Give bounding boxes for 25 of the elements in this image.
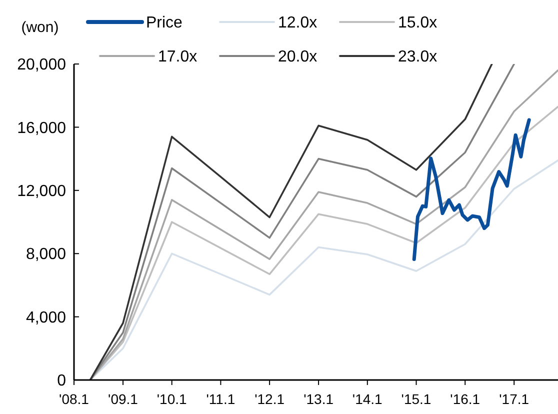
legend-label: 17.0x (158, 48, 198, 66)
line-series (412, 118, 531, 262)
x-tick-label: '13.1 (304, 391, 334, 407)
y-axis-title: (won) (21, 19, 59, 36)
x-tick-label: '14.1 (352, 391, 383, 407)
x-tick-label: '17.1 (499, 391, 530, 407)
x-tick-label: '16.1 (450, 391, 480, 407)
legend-label: 12.0x (278, 14, 318, 32)
y-tick-label: 12,000 (17, 183, 66, 200)
x-tick-label: '08.1 (59, 391, 90, 407)
y-tick-label: 16,000 (17, 120, 66, 137)
x-tick-label: '12.1 (254, 391, 285, 407)
y-tick-label: 8,000 (26, 246, 66, 264)
y-tick-label: 4,000 (26, 309, 66, 326)
legend-label: Price (146, 14, 183, 32)
x-tick-label: '10.1 (156, 391, 188, 407)
legend-label: 20.0x (278, 48, 318, 66)
legend-label: 23.0x (398, 48, 438, 66)
y-tick-label: 0 (57, 372, 66, 390)
x-tick-label: '11.1 (206, 391, 236, 407)
legend-label: 15.0x (398, 14, 438, 32)
line-series (89, 159, 558, 380)
x-tick-label: '15.1 (401, 391, 432, 407)
x-tick-label: '09.1 (108, 391, 138, 407)
y-tick-label: 20,000 (17, 56, 66, 74)
